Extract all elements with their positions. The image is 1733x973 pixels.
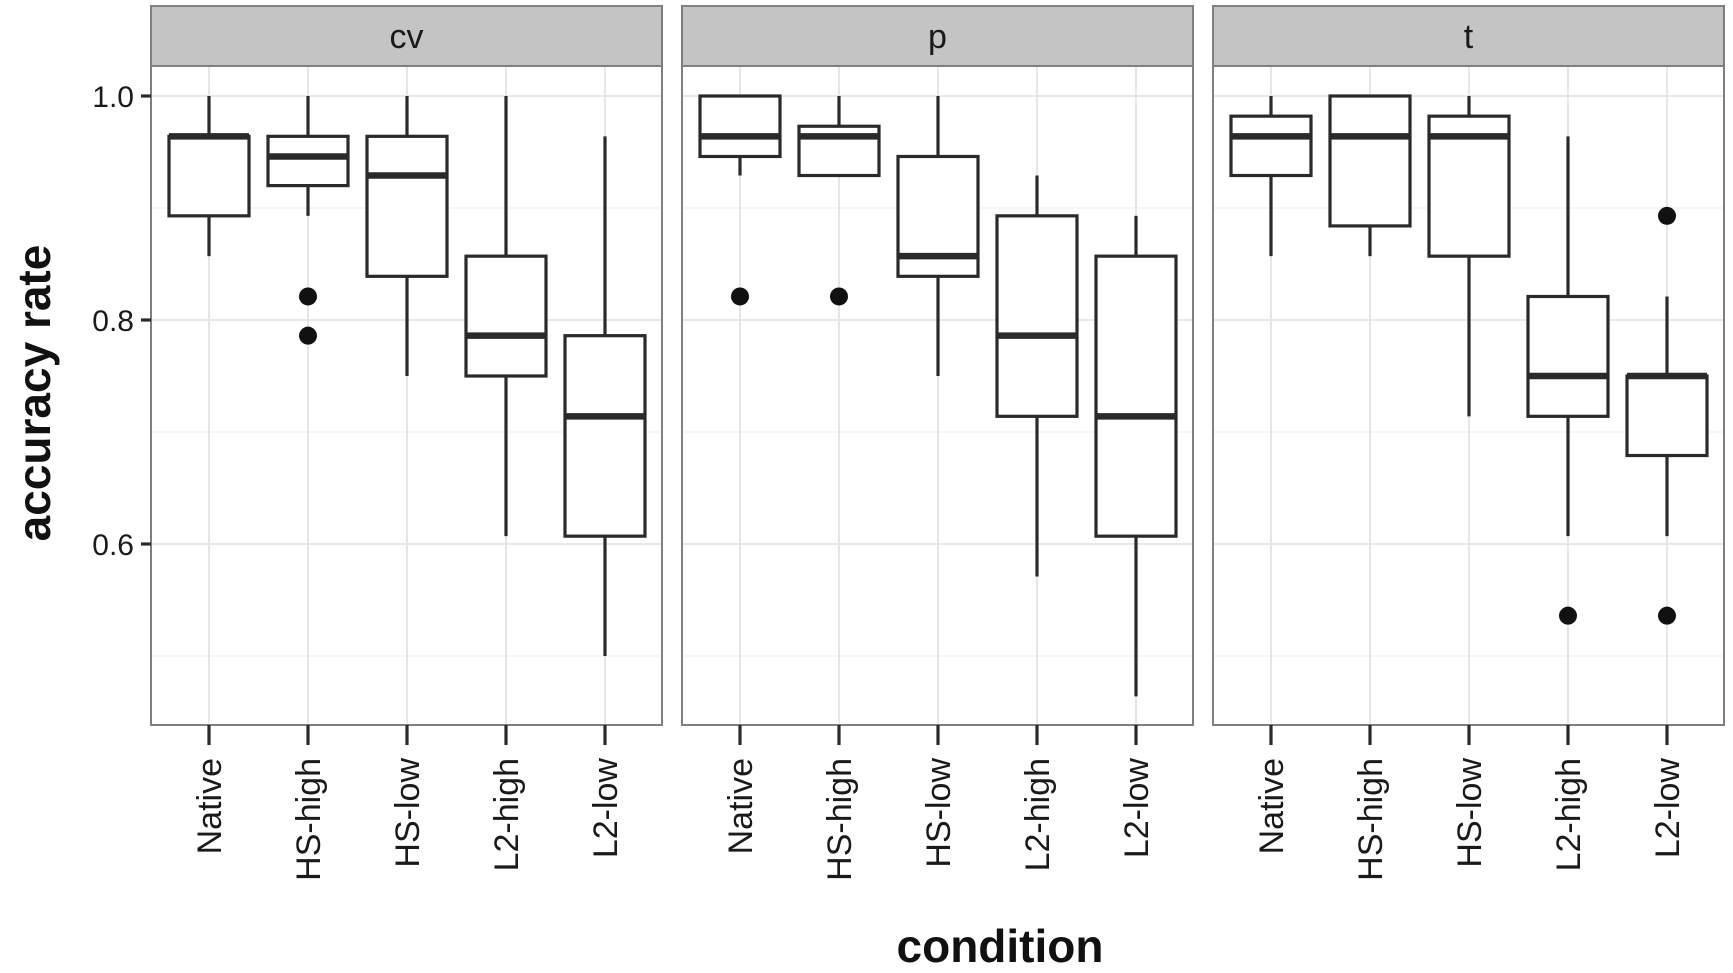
x-tick-label: HS-low	[389, 758, 427, 868]
box-iqr	[563, 334, 647, 538]
x-tick-label: HS-low	[1451, 758, 1489, 868]
box-p-L2-high	[995, 175, 1079, 577]
box-iqr	[167, 134, 251, 218]
y-axis-title: accuracy rate	[8, 245, 60, 542]
box-iqr	[1229, 114, 1313, 178]
box-iqr	[1328, 94, 1412, 228]
x-tick-label: Native	[191, 758, 229, 854]
x-tick-label: L2-low	[1118, 758, 1156, 859]
outlier-point	[1658, 206, 1676, 225]
box-p-L2-low	[1094, 215, 1178, 697]
x-tick-label: HS-low	[920, 758, 958, 868]
x-tick-label: Native	[722, 758, 760, 854]
box-iqr	[365, 134, 449, 278]
outlier-point	[731, 287, 749, 306]
facet-strip-label: cv	[390, 18, 424, 56]
box-iqr	[266, 134, 350, 188]
x-tick-label: L2-low	[1649, 758, 1687, 859]
outlier-point	[299, 326, 317, 345]
x-tick-label: L2-high	[1019, 758, 1057, 871]
box-cv-L2-high	[464, 96, 548, 537]
box-p-HS-low	[896, 96, 980, 376]
box-p-HS-high	[797, 96, 881, 306]
facet-strip-label: p	[928, 18, 947, 56]
y-tick-label: 0.8	[92, 305, 134, 338]
box-iqr	[1526, 294, 1610, 418]
box-t-HS-high	[1328, 94, 1412, 257]
box-iqr	[995, 214, 1079, 418]
x-tick-label: HS-high	[290, 758, 328, 881]
x-tick-label: Native	[1253, 758, 1291, 854]
box-iqr	[1094, 254, 1178, 538]
box-t-Native	[1229, 96, 1313, 257]
box-cv-HS-low	[365, 96, 449, 376]
box-t-L2-low	[1625, 206, 1709, 625]
x-tick-label: HS-high	[1352, 758, 1390, 881]
box-p-Native	[698, 94, 782, 306]
box-t-HS-low	[1427, 96, 1511, 417]
x-axis-title: condition	[897, 920, 1104, 972]
box-iqr	[1625, 374, 1709, 458]
y-tick-label: 0.6	[92, 529, 134, 562]
outlier-point	[1559, 606, 1577, 625]
box-cv-Native	[167, 96, 251, 257]
outlier-point	[299, 287, 317, 306]
x-tick-label: L2-high	[1550, 758, 1588, 871]
x-tick-label: L2-high	[488, 758, 526, 871]
x-tick-label: L2-low	[587, 758, 625, 859]
outlier-point	[1658, 606, 1676, 625]
outlier-point	[830, 287, 848, 306]
y-tick-label: 1.0	[92, 81, 134, 114]
x-tick-label: HS-high	[821, 758, 859, 881]
box-iqr	[698, 94, 782, 159]
box-t-L2-high	[1526, 136, 1610, 625]
facet-strip-cv	[150, 5, 663, 67]
box-cv-L2-low	[563, 136, 647, 656]
box-iqr	[464, 254, 548, 378]
facet-strip-label: t	[1464, 18, 1474, 56]
box-cv-HS-high	[266, 96, 350, 345]
